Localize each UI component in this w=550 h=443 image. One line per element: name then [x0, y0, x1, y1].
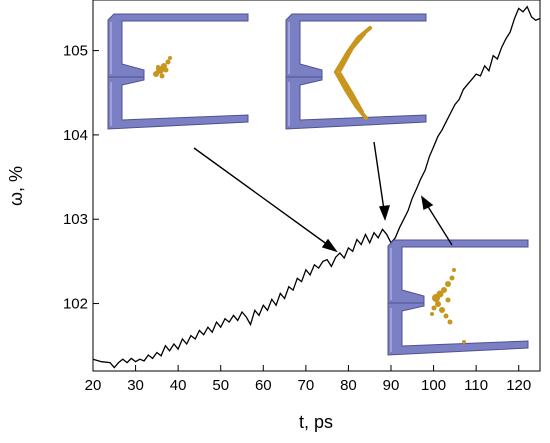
x-tick-label: 110 — [464, 377, 488, 394]
x-tick-label: 30 — [127, 377, 144, 394]
x-tick-label: 70 — [298, 377, 315, 394]
x-tick-label: 120 — [506, 377, 531, 394]
data-series-line — [92, 5, 541, 369]
x-tick-label: 60 — [255, 377, 272, 394]
arrow-2-head — [378, 205, 390, 222]
arrow-3 — [426, 204, 453, 246]
crack-atoms — [430, 268, 466, 344]
plot-area — [92, 0, 541, 372]
annotation-arrows — [193, 141, 453, 253]
arrow-2 — [373, 141, 385, 211]
y-tick-label: 105 — [63, 43, 88, 60]
arrow-1-head — [321, 238, 338, 253]
inset-snapshot-3 — [387, 239, 529, 356]
crack-atoms — [153, 56, 172, 79]
y-tick-label: 103 — [63, 211, 88, 228]
x-tick-label: 50 — [212, 377, 229, 394]
y-tick-label: 104 — [63, 127, 88, 144]
inset-snapshot-2 — [285, 13, 427, 130]
x-tick-label: 90 — [383, 377, 400, 394]
arrow-3-head — [421, 195, 434, 211]
x-axis-label: t, ps — [299, 412, 333, 432]
y-tick-label: 102 — [63, 296, 88, 313]
crack-atoms — [334, 26, 372, 120]
y-axis-ticks: 102 103 104 105 — [63, 43, 99, 313]
x-tick-label: 100 — [421, 377, 446, 394]
y-axis-label: ω, % — [6, 166, 26, 206]
x-tick-label: 80 — [340, 377, 357, 394]
x-axis-ticks: 20 30 40 50 60 70 80 90 100 110 120 — [85, 365, 531, 394]
x-tick-label: 20 — [85, 377, 102, 394]
arrow-1 — [193, 147, 329, 246]
x-tick-label: 40 — [170, 377, 187, 394]
inset-snapshot-1 — [107, 13, 249, 130]
